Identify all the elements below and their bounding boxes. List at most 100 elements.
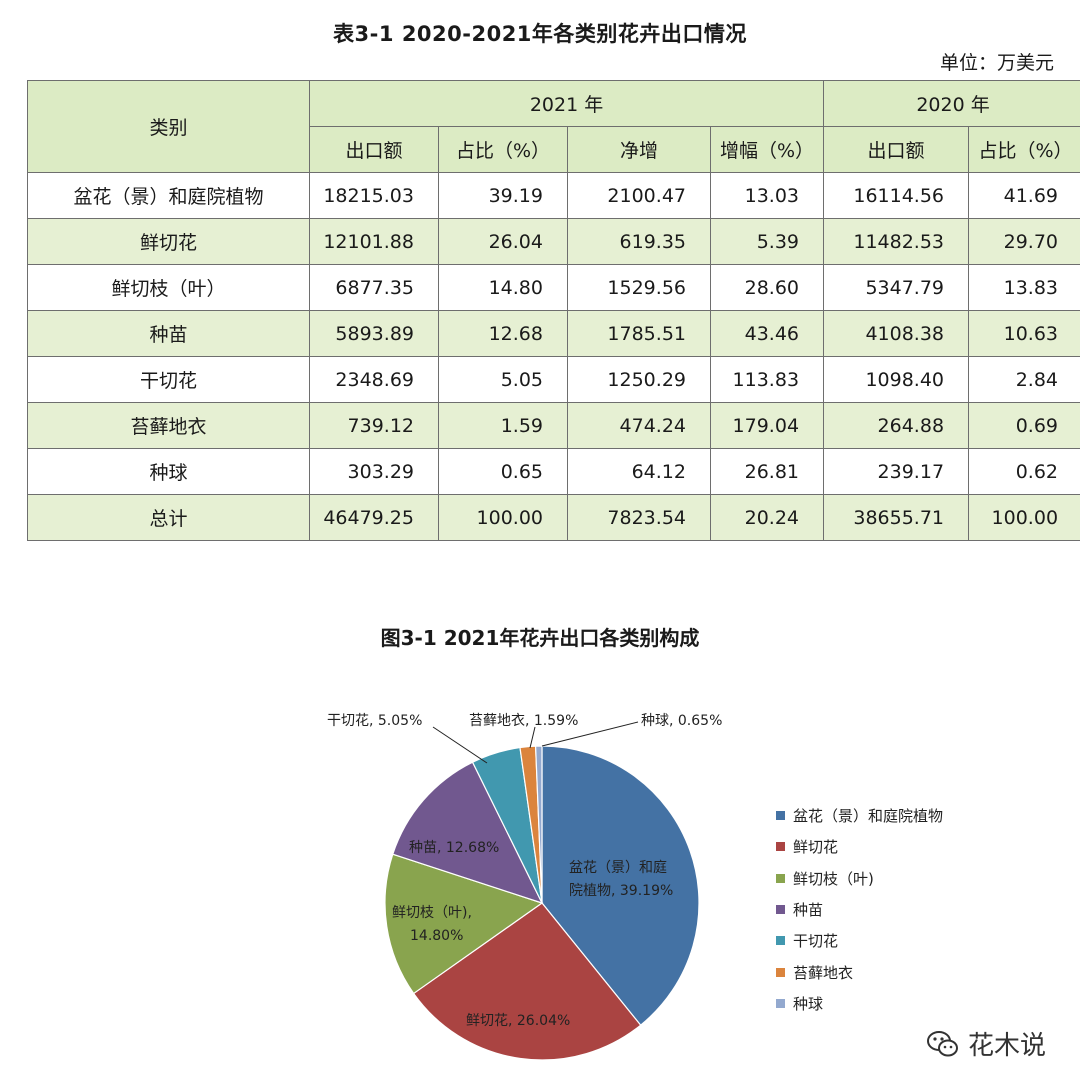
table-row: 鲜切枝（叶） 6877.35 14.80 1529.56 28.60 5347.79 13.… <box>27 264 1080 311</box>
chart-legend: 盆花（景）和庭院植物 鲜切花鲜切枝（叶) 种苗干切花苔藓地衣种球 <box>776 800 943 1019</box>
watermark-text: 花木说 <box>967 1031 1046 1061</box>
pie-slice <box>412 902 642 1061</box>
col-header: 增幅（%） <box>709 126 825 173</box>
legend-swatch <box>776 998 785 1008</box>
table-body: 盆花（景）和庭院植物 18215.03 39.19 2100.47 13.03 16114… <box>27 172 1080 541</box>
col-header: 出口额 <box>309 126 439 173</box>
leader-line <box>541 721 639 747</box>
table-row: 总计 46479.25 100.00 7823.54 20.24 38655.71 100.… <box>27 494 1080 541</box>
slice-label-2: 14.80% <box>410 928 463 944</box>
chart-title: 图3-1 2021年花卉出口各类别构成 <box>380 626 700 650</box>
legend-swatch <box>776 873 785 883</box>
category-cell: 苔藓地衣 <box>27 402 310 449</box>
value-cell: 20.24 <box>709 494 825 541</box>
value-cell: 26.81 <box>709 448 825 495</box>
value-cell: 264.88 <box>823 402 970 449</box>
value-cell: 1529.56 <box>567 264 711 311</box>
value-cell: 113.83 <box>709 356 825 403</box>
year-2020-header: 2020 年 <box>823 80 1080 127</box>
value-cell: 474.24 <box>567 402 711 449</box>
value-cell: 5.39 <box>709 218 825 265</box>
legend-swatch <box>776 842 785 852</box>
table-row: 盆花（景）和庭院植物 18215.03 39.19 2100.47 13.03 16114… <box>27 172 1080 219</box>
table-row: 干切花 2348.69 5.05 1250.29 113.83 1098.40 2.84 <box>27 356 1080 403</box>
value-cell: 1.59 <box>438 402 568 449</box>
legend-label: 鲜切花 <box>793 838 839 857</box>
slice-label-6: 种球, 0.65% <box>641 713 722 729</box>
legend-item: 鲜切花 <box>776 831 943 862</box>
value-cell: 2.84 <box>968 356 1080 403</box>
col-header: 净增 <box>567 126 711 173</box>
table-title: 表3-1 2020-2021年各类别花卉出口情况 <box>333 22 747 46</box>
pie-slice <box>384 853 544 995</box>
value-cell: 7823.54 <box>567 494 711 541</box>
table-header-row-2: 出口额 占比（%） 净增 增幅（%） 出口额 占比（%） <box>28 126 1080 173</box>
category-cell: 种苗 <box>27 310 310 357</box>
legend-swatch <box>776 967 785 977</box>
value-cell: 1785.51 <box>567 310 711 357</box>
legend-label: 干切花 <box>793 932 839 951</box>
legend-label: 种苗 <box>793 901 824 920</box>
value-cell: 0.65 <box>438 448 568 495</box>
export-table: 类别 2021 年 2020 年 出口额 占比（%） 净增 增幅（%） 出口额 … <box>27 80 1080 541</box>
value-cell: 43.46 <box>709 310 825 357</box>
legend-swatch <box>776 811 785 821</box>
value-cell: 0.69 <box>968 402 1080 449</box>
value-cell: 14.80 <box>438 264 568 311</box>
legend-label: 种球 <box>793 994 824 1013</box>
category-cell: 干切花 <box>27 356 310 403</box>
slice-label-2: 鲜切枝（叶), <box>392 905 472 921</box>
value-cell: 5.05 <box>438 356 568 403</box>
slice-label-5: 苔藓地衣, 1.59% <box>469 712 578 729</box>
category-header: 类别 <box>27 80 310 173</box>
value-cell: 1098.40 <box>823 356 970 403</box>
leader-line <box>432 726 488 764</box>
value-cell: 5347.79 <box>823 264 970 311</box>
slice-label-0: 盆花（景）和庭 <box>569 859 667 876</box>
slice-label-1: 鲜切花, 26.04% <box>466 1013 570 1029</box>
legend-label: 盆花（景）和庭院植物 <box>793 807 944 826</box>
value-cell: 619.35 <box>567 218 711 265</box>
col-header: 占比（%） <box>438 126 568 173</box>
category-cell: 盆花（景）和庭院植物 <box>27 172 310 219</box>
col-header: 占比（%） <box>968 126 1080 173</box>
watermark: 花木说 <box>926 1025 1046 1062</box>
wechat-icon <box>926 1030 958 1056</box>
value-cell: 46479.25 <box>309 494 439 541</box>
value-cell: 10.63 <box>968 310 1080 357</box>
slice-label-0: 院植物, 39.19% <box>569 883 673 899</box>
value-cell: 12101.88 <box>309 218 439 265</box>
value-cell: 41.69 <box>968 172 1080 219</box>
slice-label-3: 种苗, 12.68% <box>409 840 499 856</box>
pie-slice <box>534 745 543 904</box>
pie-slice <box>541 745 700 1027</box>
value-cell: 2348.69 <box>309 356 439 403</box>
legend-item: 盆花（景）和庭院植物 <box>776 800 943 831</box>
legend-label: 苔藓地衣 <box>793 963 854 982</box>
value-cell: 16114.56 <box>823 172 970 219</box>
value-cell: 239.17 <box>823 448 970 495</box>
value-cell: 13.03 <box>709 172 825 219</box>
legend-swatch <box>776 936 785 946</box>
value-cell: 100.00 <box>968 494 1080 541</box>
legend-swatch <box>776 905 785 915</box>
value-cell: 5893.89 <box>309 310 439 357</box>
legend-item: 干切花 <box>776 925 943 956</box>
legend-item: 种苗 <box>776 894 943 925</box>
value-cell: 12.68 <box>438 310 568 357</box>
value-cell: 179.04 <box>709 402 825 449</box>
unit-label: 单位：万美元 <box>939 52 1054 74</box>
table-header-row-1: 类别 2021 年 2020 年 <box>27 80 1080 173</box>
slice-label-4: 干切花, 5.05% <box>327 713 422 729</box>
value-cell: 2100.47 <box>567 172 711 219</box>
legend-label: 鲜切枝（叶) <box>793 869 874 888</box>
value-cell: 29.70 <box>968 218 1080 265</box>
legend-item: 苔藓地衣 <box>776 956 943 987</box>
col-header: 出口额 <box>823 126 970 173</box>
table-row: 苔藓地衣 739.12 1.59 474.24 179.04 264.88 0.69 <box>27 402 1080 449</box>
value-cell: 38655.71 <box>823 494 970 541</box>
leader-line <box>529 726 536 749</box>
value-cell: 0.62 <box>968 448 1080 495</box>
legend-item: 鲜切枝（叶) <box>776 863 943 894</box>
